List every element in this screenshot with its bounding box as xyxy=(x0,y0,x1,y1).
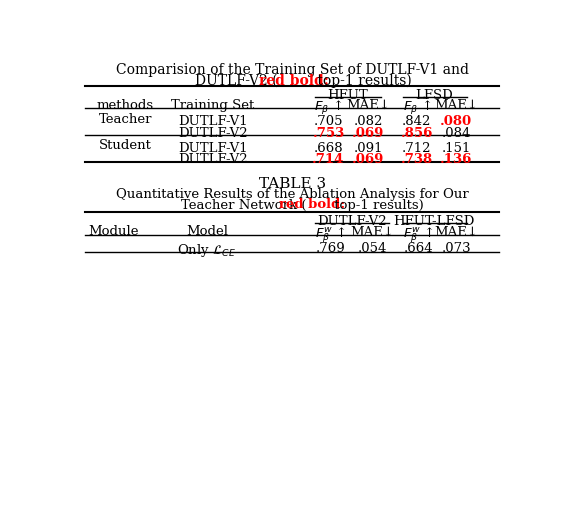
Text: Only $\mathcal{L}_{CE}$: Only $\mathcal{L}_{CE}$ xyxy=(177,242,237,260)
Text: .054: .054 xyxy=(357,242,386,255)
Text: MAE↓: MAE↓ xyxy=(434,99,478,112)
Text: Comparision of the Training Set of DUTLF-V1 and: Comparision of the Training Set of DUTLF… xyxy=(116,63,469,77)
Text: $F_{\beta}$ ↑: $F_{\beta}$ ↑ xyxy=(403,99,431,117)
Text: Module: Module xyxy=(88,225,139,239)
Text: MAE↓: MAE↓ xyxy=(346,99,390,112)
Text: DUTLF-V2: DUTLF-V2 xyxy=(178,153,248,166)
Text: top-1 results): top-1 results) xyxy=(330,199,424,211)
Text: red bold:: red bold: xyxy=(259,74,329,88)
Text: LFSD: LFSD xyxy=(415,89,453,102)
Text: Quantitative Results of the Ablation Analysis for Our: Quantitative Results of the Ablation Ana… xyxy=(116,188,469,201)
Text: red bold:: red bold: xyxy=(279,199,345,211)
Text: .664: .664 xyxy=(404,242,433,255)
Text: .080: .080 xyxy=(441,115,473,129)
Text: DUTLF-V2 (: DUTLF-V2 ( xyxy=(195,74,278,88)
Text: HFUT: HFUT xyxy=(328,89,368,102)
Text: .842: .842 xyxy=(402,115,431,129)
Text: DUTLF-V2: DUTLF-V2 xyxy=(178,127,248,140)
Text: DUTLF-V1: DUTLF-V1 xyxy=(178,141,248,155)
Text: .668: .668 xyxy=(314,141,343,155)
Text: Training Set: Training Set xyxy=(172,99,255,112)
Text: .712: .712 xyxy=(402,141,431,155)
Text: methods: methods xyxy=(97,99,154,112)
Text: .738: .738 xyxy=(401,153,433,166)
Text: .151: .151 xyxy=(442,141,471,155)
Text: $F_{\beta}^{w}$ ↑: $F_{\beta}^{w}$ ↑ xyxy=(315,225,347,245)
Text: .069: .069 xyxy=(352,153,384,166)
Text: DUTLF-V1: DUTLF-V1 xyxy=(178,115,248,129)
Text: TABLE 3: TABLE 3 xyxy=(259,177,325,191)
Text: MAE↓: MAE↓ xyxy=(350,225,394,239)
Text: Teacher: Teacher xyxy=(99,113,152,126)
Text: .856: .856 xyxy=(401,127,433,140)
Text: DUTLF-V2: DUTLF-V2 xyxy=(317,216,386,228)
Text: .091: .091 xyxy=(353,141,383,155)
Text: .714: .714 xyxy=(312,153,345,166)
Text: .069: .069 xyxy=(352,127,384,140)
Text: .084: .084 xyxy=(442,127,471,140)
Text: .082: .082 xyxy=(353,115,383,129)
Text: .769: .769 xyxy=(316,242,346,255)
Text: MAE↓: MAE↓ xyxy=(434,225,478,239)
Text: $F_{\beta}^{w}$ ↑: $F_{\beta}^{w}$ ↑ xyxy=(403,225,434,245)
Text: Student: Student xyxy=(99,139,152,152)
Text: .705: .705 xyxy=(314,115,343,129)
Text: HFUT-LFSD: HFUT-LFSD xyxy=(393,216,475,228)
Text: top-1 results): top-1 results) xyxy=(313,74,412,88)
Text: .136: .136 xyxy=(440,153,473,166)
Text: .753: .753 xyxy=(312,127,345,140)
Text: .073: .073 xyxy=(442,242,471,255)
Text: Teacher Network (: Teacher Network ( xyxy=(181,199,307,211)
Text: Model: Model xyxy=(186,225,228,239)
Text: $F_{\beta}$ ↑: $F_{\beta}$ ↑ xyxy=(315,99,343,117)
